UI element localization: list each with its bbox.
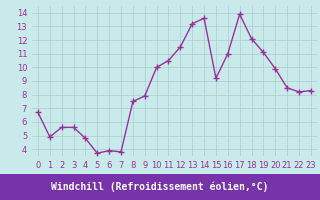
Text: Windchill (Refroidissement éolien,°C): Windchill (Refroidissement éolien,°C) [51,182,269,192]
